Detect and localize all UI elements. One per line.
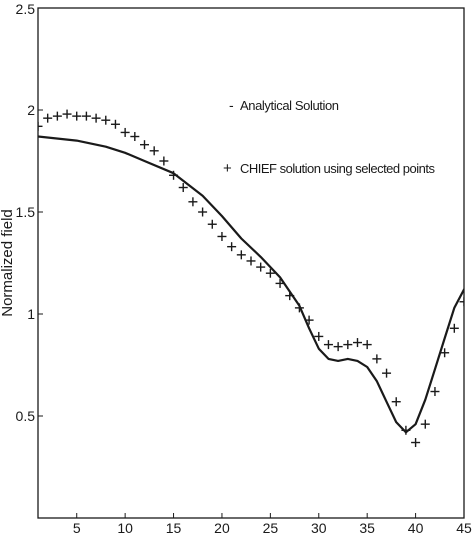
x-tick-label: 25 [263,520,279,534]
x-tick-label: 20 [214,520,230,534]
x-tick-label: 15 [166,520,182,534]
legend-label-chief: CHIEF solution using selected points [240,161,435,176]
x-tick-label: 35 [359,520,375,534]
x-tick-label: 45 [456,520,472,534]
legend-marker-analytical: - [229,97,234,113]
y-tick-label: 0.5 [16,408,36,424]
y-tick-label: 1.5 [16,204,36,220]
x-tick-label: 40 [408,520,424,534]
y-tick-label: 2 [27,102,35,118]
y-tick-label: 1 [27,306,35,322]
legend-marker-chief: + [223,160,232,177]
y-axis-label: Normalized field [0,209,16,317]
y-tick-label: 2.5 [16,1,36,17]
x-tick-label: 30 [311,520,327,534]
x-tick-label: 10 [117,520,133,534]
legend-label-analytical: Analytical Solution [240,98,339,113]
x-tick-label: 5 [73,520,81,534]
data-point-chief [469,289,474,298]
